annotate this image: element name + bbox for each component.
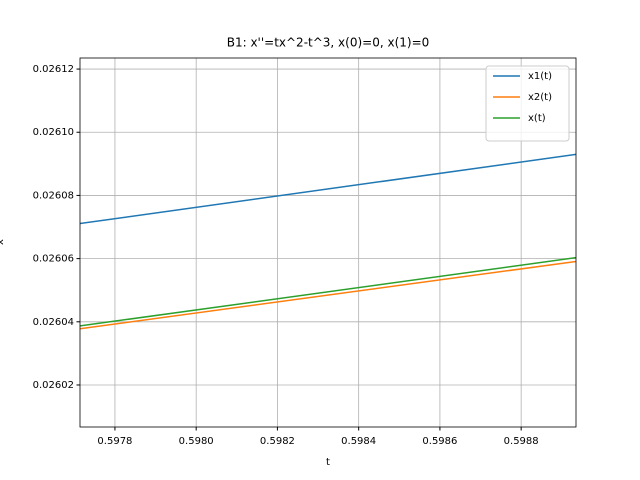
chart-title: B1: x''=tx^2-t^3, x(0)=0, x(1)=0: [227, 36, 430, 50]
y-tick-label: 0.02602: [33, 380, 74, 391]
data-line: [80, 260, 576, 330]
data-line: [80, 256, 576, 327]
y-tick-label: 0.02608: [33, 190, 74, 201]
plot-frame: [79, 57, 577, 428]
legend-label: x2(t): [528, 92, 552, 103]
legend-label: x(t): [528, 113, 546, 124]
y-tick-label: 0.02606: [33, 254, 74, 265]
x-tick-label: 0.5978: [97, 436, 132, 447]
data-line: [80, 153, 576, 225]
y-tick-label: 0.02604: [33, 317, 74, 328]
x-tick-label: 0.5988: [504, 436, 539, 447]
legend-label: x1(t): [528, 71, 552, 82]
x-tick-label: 0.5982: [260, 436, 295, 447]
legend-box: [485, 65, 570, 142]
y-axis-label: x: [0, 239, 6, 245]
x-tick-label: 0.5986: [422, 436, 457, 447]
y-tick-label: 0.02612: [33, 64, 74, 75]
x-tick-label: 0.5980: [179, 436, 214, 447]
x-tick-label: 0.5984: [341, 436, 376, 447]
x-axis-label: t: [326, 457, 330, 468]
y-tick-label: 0.02610: [33, 127, 74, 138]
